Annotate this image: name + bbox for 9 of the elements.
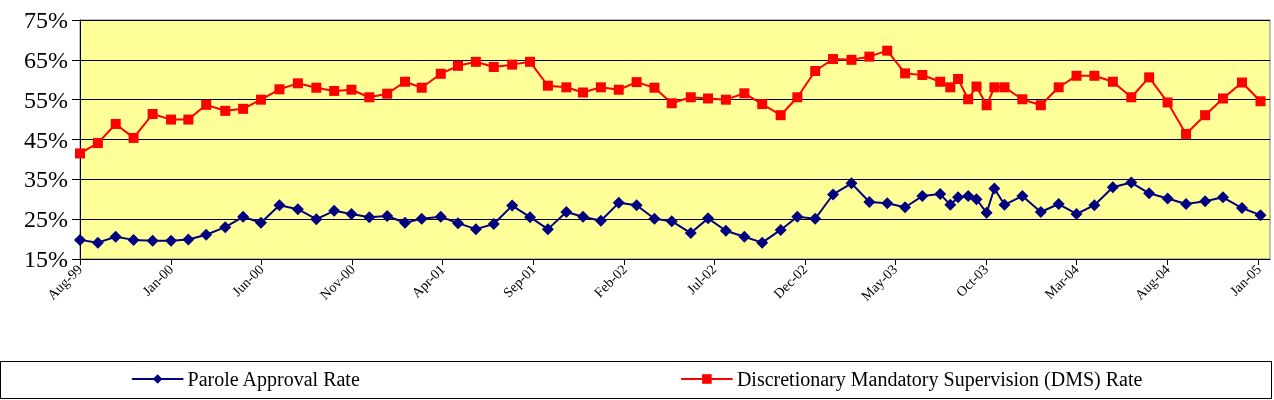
y-tick-label: 65% [24, 46, 68, 73]
y-tick-label: 35% [24, 166, 68, 193]
y-tick-label: 45% [24, 126, 68, 153]
y-tick-label: 15% [24, 246, 68, 272]
legend-label: Discretionary Mandatory Supervision (DMS) Rate [736, 368, 1143, 391]
legend-label: Parole Approval Rate [187, 368, 360, 391]
y-tick-label: 55% [24, 86, 68, 113]
y-tick-label: 25% [24, 206, 68, 233]
y-tick-label: 75% [24, 7, 68, 33]
